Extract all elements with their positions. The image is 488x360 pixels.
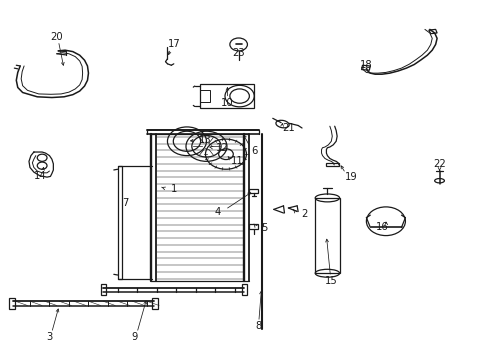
Text: 5: 5 [260,224,266,233]
Text: 8: 8 [255,321,261,331]
Text: 4: 4 [214,207,221,217]
Text: 1: 1 [170,184,177,194]
Text: 9: 9 [131,332,138,342]
Text: 18: 18 [359,60,372,70]
Text: 13: 13 [199,135,211,145]
Text: 19: 19 [344,172,356,182]
Text: 23: 23 [232,48,244,58]
Text: 15: 15 [324,276,337,286]
Text: 2: 2 [300,209,306,219]
Text: 22: 22 [432,159,445,169]
Text: 10: 10 [221,98,233,108]
Text: 17: 17 [167,40,180,49]
Text: 14: 14 [33,171,46,181]
Text: 20: 20 [50,32,63,41]
Text: 3: 3 [46,332,53,342]
Text: 21: 21 [282,123,294,133]
Text: 7: 7 [122,198,128,208]
Text: 6: 6 [250,145,257,156]
Text: 12: 12 [216,143,228,153]
Text: 16: 16 [375,222,387,232]
Text: 11: 11 [230,156,243,166]
